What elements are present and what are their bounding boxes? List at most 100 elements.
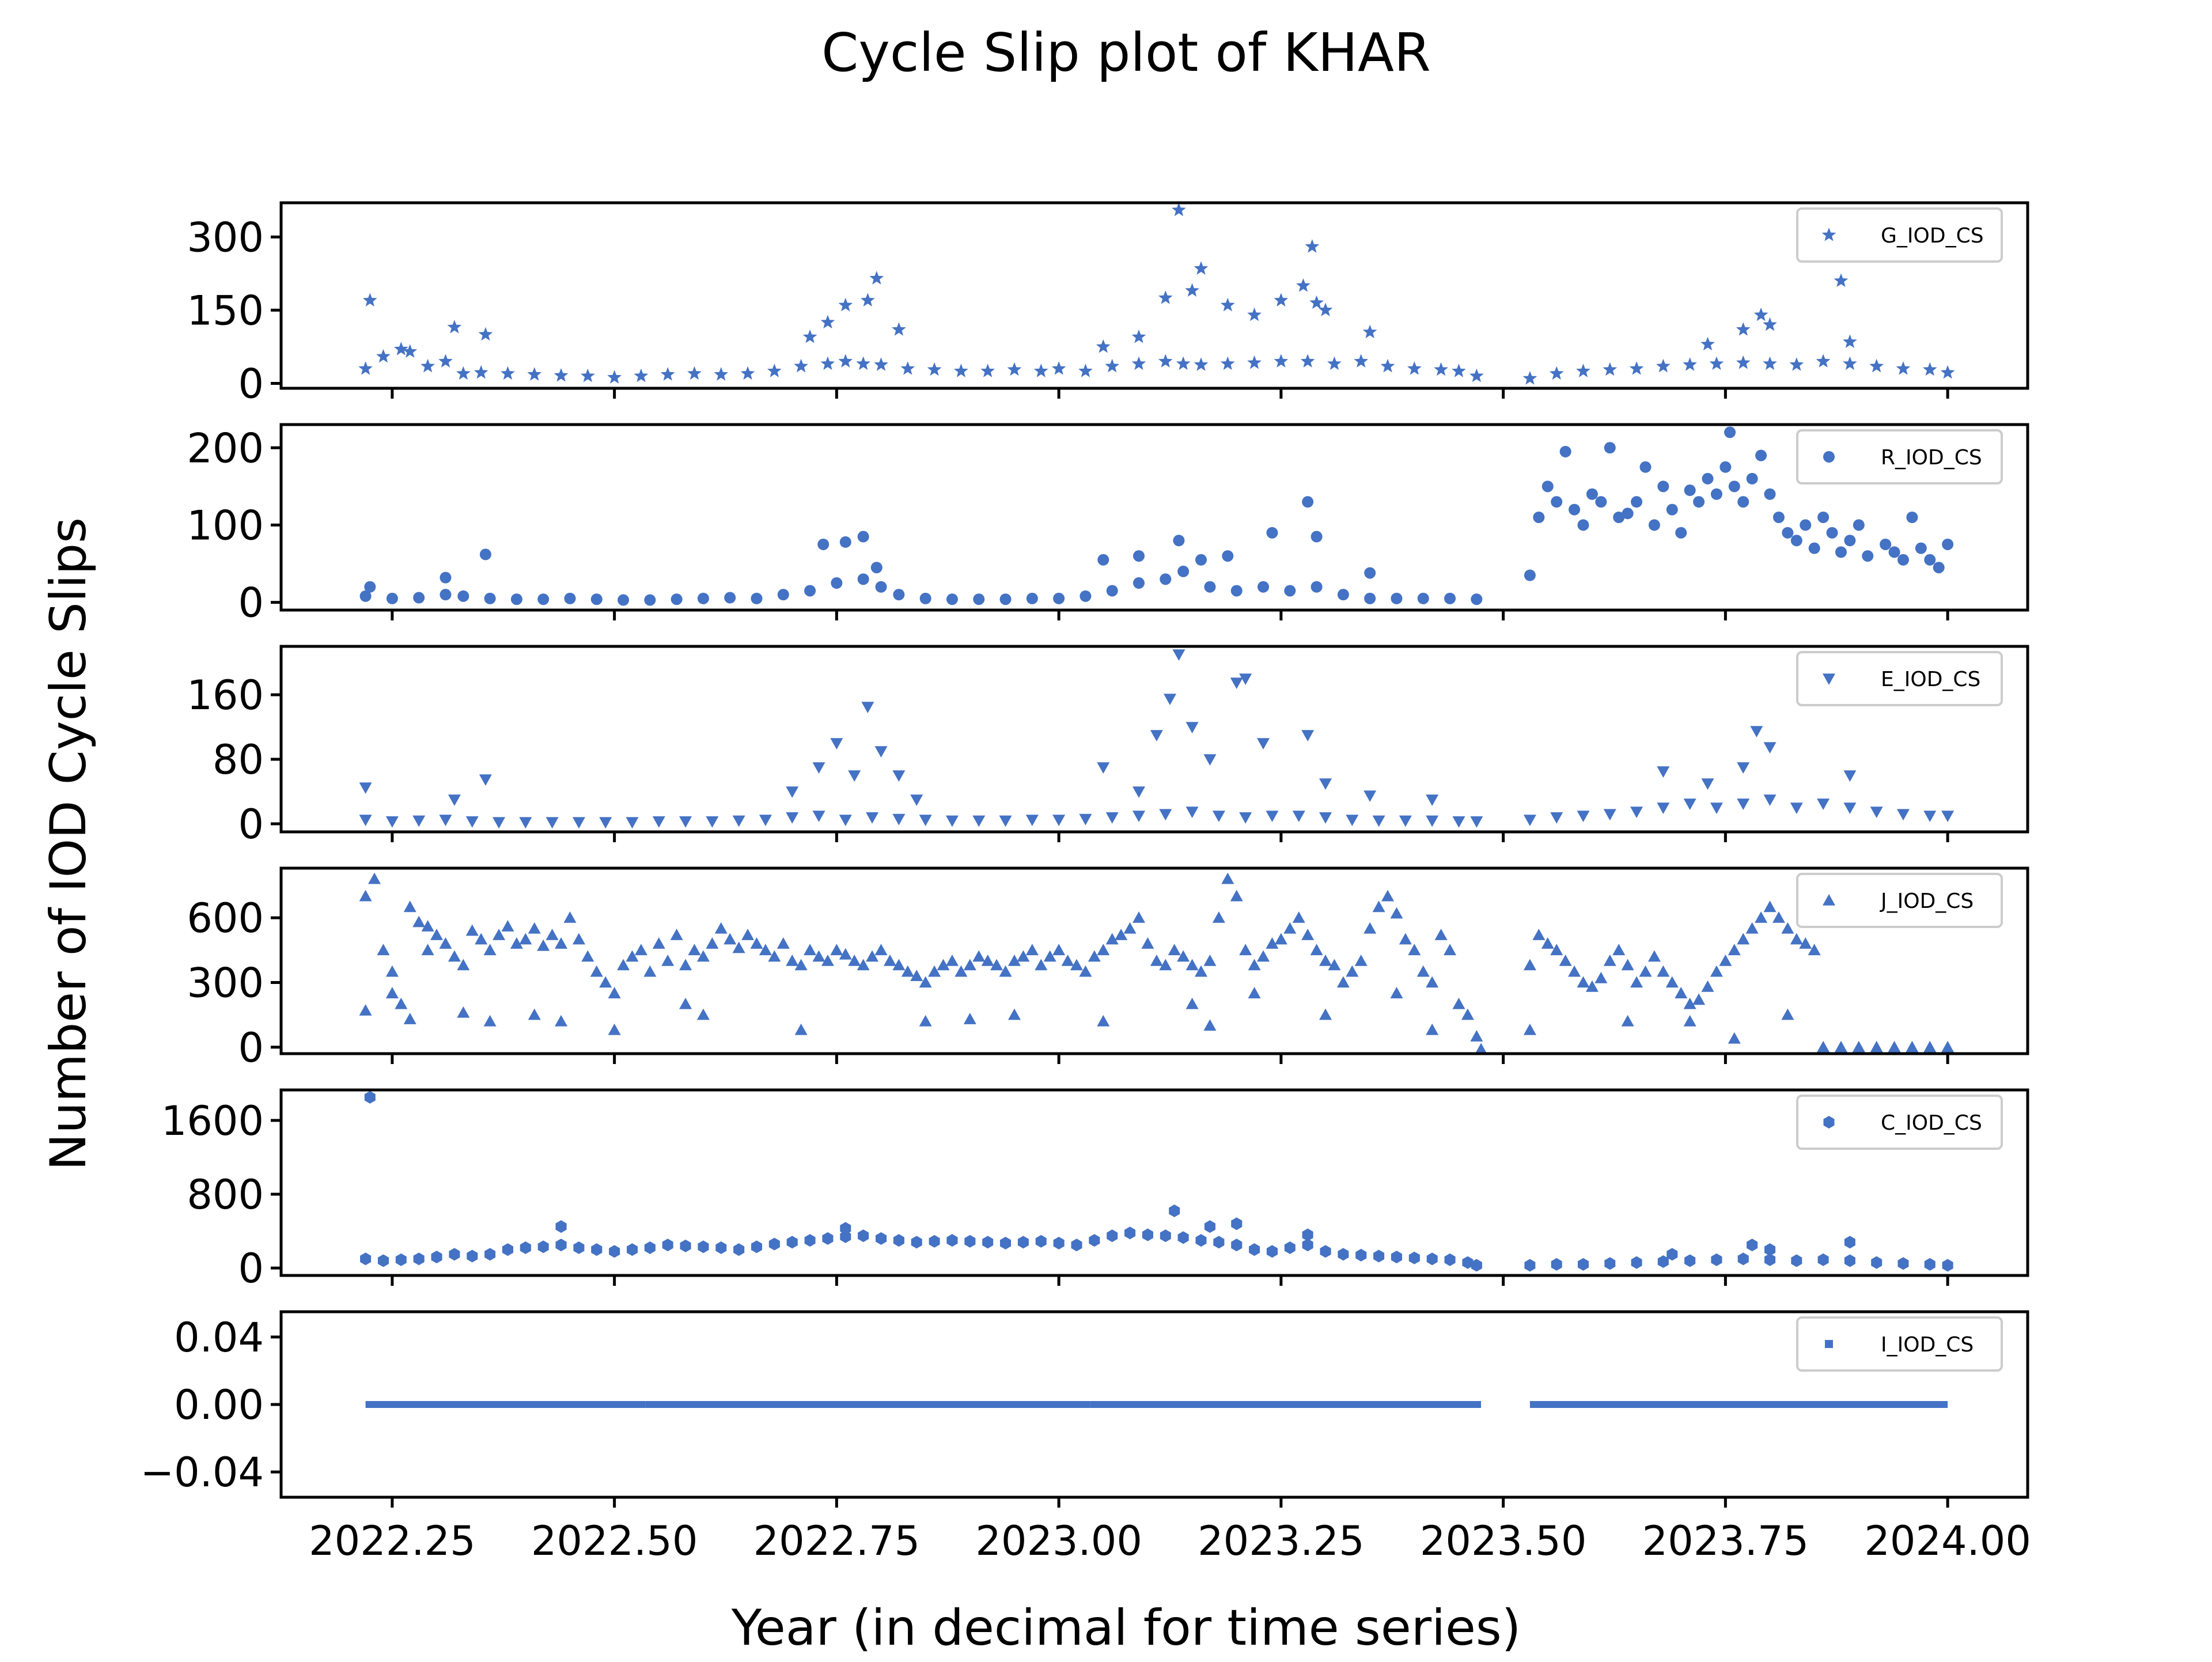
data-point [1310, 581, 1323, 593]
data-point [919, 815, 932, 826]
data-point [1444, 1253, 1456, 1266]
data-point [412, 815, 426, 827]
data-point [1354, 354, 1369, 368]
data-point [1033, 364, 1048, 377]
data-point [892, 959, 906, 971]
data-point [564, 592, 576, 604]
data-point [1248, 987, 1261, 998]
data-point [1239, 673, 1252, 685]
data-point [892, 813, 906, 826]
data-point [1319, 1008, 1332, 1020]
data-point [1862, 550, 1874, 562]
data-point [963, 959, 976, 971]
y-tick-label: 150 [187, 287, 264, 334]
data-point [1071, 1239, 1082, 1252]
data-point [555, 937, 568, 949]
data-point [1355, 1248, 1367, 1262]
data-point [1354, 955, 1368, 966]
data-point [1266, 527, 1278, 539]
legend-label: I_IOD_CS [1881, 1333, 1974, 1357]
data-point [732, 941, 745, 953]
data-points [359, 426, 1954, 606]
data-point [1621, 959, 1634, 971]
data-point [1523, 815, 1536, 826]
data-point [609, 1245, 620, 1258]
data-point [403, 900, 416, 913]
data-point [1266, 1245, 1278, 1258]
data-point [1079, 965, 1092, 977]
data-point [1870, 1040, 1883, 1053]
data-point [1817, 1253, 1829, 1266]
data-point [1142, 1228, 1153, 1241]
y-tick-label: 0 [238, 361, 264, 408]
legend: J_IOD_CS [1796, 873, 2003, 928]
data-point [1320, 1245, 1331, 1258]
data-point [421, 358, 435, 373]
data-point [1168, 944, 1181, 956]
data-point [1052, 944, 1066, 956]
data-point [1300, 354, 1315, 368]
data-point [1372, 815, 1385, 827]
data-point [1426, 1252, 1438, 1266]
data-point [1790, 933, 1803, 945]
data-point [866, 950, 879, 962]
data-point [927, 362, 942, 376]
legend-label: E_IOD_CS [1881, 668, 1980, 691]
data-point [599, 817, 612, 829]
data-point [1942, 1259, 1953, 1272]
data-point [1203, 955, 1217, 966]
y-tick-label: 0 [238, 801, 264, 848]
data-point [528, 922, 541, 934]
data-point [1025, 944, 1039, 956]
data-point [1755, 449, 1767, 461]
data-point [1274, 293, 1289, 306]
data-point [768, 1237, 780, 1251]
data-point [874, 746, 888, 758]
axes-frame [279, 1088, 2029, 1277]
data-point [1337, 589, 1349, 601]
data-point [1231, 1217, 1243, 1231]
data-point [1338, 1248, 1349, 1261]
data-point [1131, 330, 1146, 343]
data-point [679, 816, 692, 828]
data-point [1452, 997, 1465, 1009]
data-point [751, 1240, 762, 1254]
data-point [1257, 581, 1270, 593]
data-point [1710, 965, 1723, 977]
data-point [1701, 778, 1714, 790]
data-point [876, 1232, 887, 1245]
data-point [519, 933, 532, 945]
data-point [1888, 546, 1900, 558]
data-point [812, 950, 825, 962]
data-point [421, 944, 434, 956]
data-point [1061, 955, 1074, 966]
data-point [1141, 937, 1154, 949]
data-point [1292, 811, 1305, 822]
data-point [395, 1253, 407, 1266]
data-point [838, 354, 853, 368]
data-point [502, 1243, 513, 1256]
data-point [919, 1014, 932, 1027]
data-point [883, 955, 896, 966]
data-point [1177, 950, 1190, 962]
data-point [1089, 1234, 1100, 1247]
data-point [910, 970, 923, 982]
data-point [820, 315, 835, 329]
data-point [1284, 585, 1296, 597]
data-point [1870, 807, 1883, 818]
data-point [706, 937, 719, 949]
data-point [546, 929, 559, 940]
data-point [1212, 811, 1225, 822]
data-point [563, 911, 577, 923]
data-point [617, 959, 630, 971]
data-point [1173, 535, 1185, 547]
y-tick-label: 0 [238, 580, 264, 627]
data-point [1131, 356, 1146, 370]
data-point [431, 1251, 442, 1263]
data-point [866, 812, 879, 824]
data-point [1790, 535, 1802, 547]
data-point [1693, 496, 1705, 508]
data-point [1924, 1258, 1936, 1271]
data-point [671, 593, 683, 605]
data-point [1826, 527, 1838, 539]
